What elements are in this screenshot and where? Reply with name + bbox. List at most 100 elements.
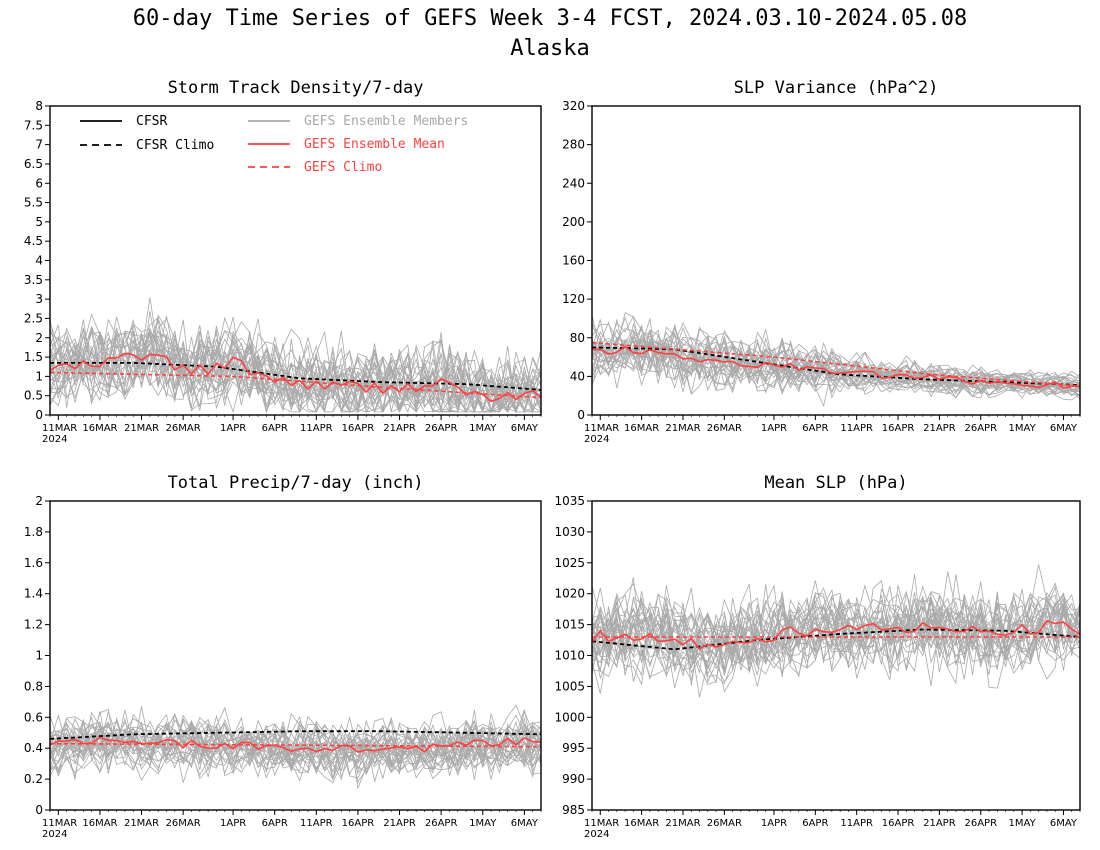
y-tick-label: 0 (35, 408, 43, 422)
x-tick-label: 1APR (220, 423, 246, 434)
y-tick-label: 1030 (554, 525, 585, 539)
gefs-member-line (49, 727, 542, 790)
chart-panel-4: Mean SLP (hPa) 985 990 995 1000 1005 1010 1015 1… (554, 473, 1081, 840)
gefs-member-line (49, 318, 542, 411)
y-tick-label: 2 (35, 494, 43, 508)
x-tick-label: 16APR (882, 423, 915, 434)
x-tick-label: 6MAY (1050, 818, 1078, 829)
y-tick-label: 0.4 (24, 741, 43, 755)
chart-title: SLP Variance (hPa^2) (734, 78, 939, 98)
x-tick-label: 21APR (383, 818, 416, 829)
x-tick-label: 16APR (882, 818, 915, 829)
gefs-member-line (591, 585, 1081, 684)
gefs-member-line (591, 328, 1081, 390)
y-tick-label: 4 (35, 254, 43, 268)
y-tick-label: 1.4 (24, 587, 43, 601)
y-tick-label: 2 (35, 331, 43, 345)
y-tick-label: 990 (562, 772, 585, 786)
legend-label: GEFS Ensemble Mean (304, 137, 445, 152)
x-tick-label: 6APR (802, 423, 828, 434)
x-tick-label: 26MAR (166, 423, 201, 434)
y-tick-label: 1015 (554, 618, 585, 632)
legend: CFSR CFSR Climo GEFS Ensemble Members GEFS … (80, 114, 468, 175)
y-tick-label: 0 (577, 408, 585, 422)
x-tick-label: 26MAR (707, 423, 742, 434)
gefs-member-line (591, 338, 1081, 399)
gefs-member-line (591, 611, 1081, 684)
gefs-member-line (49, 713, 542, 773)
y-tick-label: 40 (570, 369, 585, 383)
y-tick-label: 240 (562, 176, 585, 190)
x-tick-label: 6MAY (511, 423, 539, 434)
x-tick-label: 6MAY (511, 818, 539, 829)
y-tick-label: 320 (562, 99, 585, 113)
y-tick-label: 1.6 (24, 556, 43, 570)
figure-title: 60-day Time Series of GEFS Week 3-4 FCST… (132, 6, 968, 31)
y-tick-label: 3 (35, 292, 43, 306)
chart-title: Mean SLP (hPa) (764, 473, 907, 493)
x-tick-label: 11MAR (584, 818, 619, 829)
gefs-member-line (49, 327, 542, 413)
y-tick-label: 0.6 (24, 710, 43, 724)
y-tick-label: 1025 (554, 556, 585, 570)
x-tick-label: 1MAY (469, 423, 497, 434)
y-tick-label: 8 (35, 99, 43, 113)
legend-label: GEFS Climo (304, 160, 382, 175)
gefs-member-line (49, 331, 542, 413)
gefs-member-line (49, 709, 542, 768)
y-tick-label: 80 (570, 331, 585, 345)
gefs-member-line (49, 316, 542, 414)
y-tick-label: 1.8 (24, 525, 43, 539)
y-tick-label: 1.5 (24, 350, 43, 364)
y-tick-label: 1 (35, 649, 43, 663)
x-tick-label: 16APR (342, 423, 375, 434)
gefs-member-line (591, 589, 1081, 689)
y-tick-label: 120 (562, 292, 585, 306)
gefs-member-line (591, 338, 1081, 401)
y-tick-label: 0 (35, 803, 43, 817)
chart-title: Storm Track Density/7-day (168, 78, 424, 98)
series-line-cfsr-climo (591, 628, 1081, 651)
series-line-gefs-ensemble-mean (591, 345, 1081, 390)
legend-label: CFSR Climo (136, 138, 214, 153)
x-tick-label: 26MAR (166, 818, 201, 829)
gefs-ensemble-members (591, 312, 1081, 408)
x-tick-label: 21MAR (124, 423, 159, 434)
y-tick-label: 5.5 (24, 196, 43, 210)
x-tick-label: 6APR (262, 818, 288, 829)
x-tick-label: 6APR (802, 818, 828, 829)
series-line-gefs-climo (591, 341, 1081, 387)
y-tick-label: 6 (35, 176, 43, 190)
chart-title: Total Precip/7-day (inch) (168, 473, 424, 493)
x-tick-label: 11APR (300, 818, 333, 829)
x-tick-label: 11APR (300, 423, 333, 434)
x-tick-label: 26APR (425, 423, 458, 434)
x-tick-label: 16APR (342, 818, 375, 829)
y-tick-label: 7.5 (24, 118, 43, 132)
x-year-label: 2024 (584, 829, 609, 840)
x-tick-label: 26APR (964, 818, 997, 829)
series-line-cfsr-climo (49, 730, 542, 740)
x-tick-label: 26MAR (707, 818, 742, 829)
x-tick-label: 1APR (220, 818, 246, 829)
x-tick-label: 11MAR (42, 423, 77, 434)
x-tick-label: 26APR (425, 818, 458, 829)
x-tick-label: 11APR (840, 423, 873, 434)
y-tick-label: 1.2 (24, 618, 43, 632)
gefs-member-line (591, 325, 1081, 395)
x-tick-label: 21MAR (124, 818, 159, 829)
x-tick-label: 16MAR (82, 423, 117, 434)
x-tick-label: 21MAR (665, 818, 700, 829)
gefs-member-line (591, 609, 1081, 686)
gefs-member-line (591, 596, 1081, 674)
series-line-gefs-climo (49, 371, 542, 399)
gefs-member-line (49, 311, 542, 414)
y-tick-label: 1035 (554, 494, 585, 508)
gefs-member-line (49, 320, 542, 407)
x-tick-label: 21APR (923, 423, 956, 434)
series-line-gefs-ensemble-mean (591, 619, 1081, 650)
x-year-label: 2024 (42, 434, 67, 445)
gefs-member-line (49, 719, 542, 778)
x-tick-label: 1MAY (469, 818, 497, 829)
x-tick-label: 16MAR (624, 423, 659, 434)
